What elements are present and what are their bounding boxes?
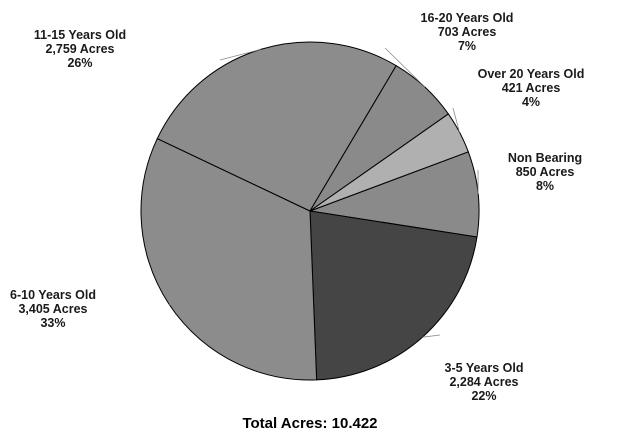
pie-slices: [140, 41, 480, 381]
slice-percent: 7%: [458, 39, 476, 53]
slice-labels: Non Bearing 850 Acres 8% 3-5 Years Old 2,284…: [10, 11, 584, 403]
total-acres-label: Total Acres: 10.422: [242, 415, 377, 432]
slice-name: Non Bearing: [508, 151, 582, 165]
slice-label: 3-5 Years Old 2,284 Acres 22%: [445, 361, 524, 403]
leader-lines: [168, 47, 479, 338]
slice-acres: 850 Acres: [516, 165, 575, 179]
slice-label: 6-10 Years Old 3,405 Acres 33%: [10, 288, 96, 330]
slice-acres: 3,405 Acres: [18, 302, 87, 316]
slice-percent: 4%: [522, 95, 540, 109]
leader-line: [168, 303, 211, 321]
leader-line: [422, 334, 441, 338]
leader-line: [452, 107, 460, 133]
slice-percent: 22%: [471, 389, 496, 403]
slice-name: 6-10 Years Old: [10, 288, 96, 302]
leader-line: [384, 47, 426, 88]
slice-name: 3-5 Years Old: [445, 361, 524, 375]
slice-acres: 2,284 Acres: [449, 375, 518, 389]
slice-name: 11-15 Years Old: [34, 28, 126, 42]
slice-name: 16-20 Years Old: [421, 11, 514, 25]
slice-percent: 33%: [40, 316, 65, 330]
slice-name: Over 20 Years Old: [478, 67, 585, 81]
slice-percent: 26%: [67, 56, 92, 70]
slice-percent: 8%: [536, 179, 554, 193]
slice-acres: 703 Acres: [438, 25, 497, 39]
slice-label: Over 20 Years Old 421 Acres 4%: [478, 67, 585, 109]
slice-label: 11-15 Years Old 2,759 Acres 26%: [34, 28, 126, 70]
pie-slice-3-5-years-old: [309, 210, 478, 381]
slice-acres: 421 Acres: [502, 81, 561, 95]
slice-label: Non Bearing 850 Acres 8%: [508, 151, 582, 193]
leader-line: [219, 49, 261, 61]
slice-label: 16-20 Years Old 703 Acres 7%: [421, 11, 514, 53]
slice-acres: 2,759 Acres: [45, 42, 114, 56]
